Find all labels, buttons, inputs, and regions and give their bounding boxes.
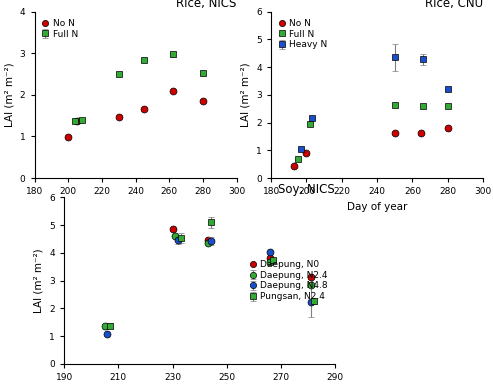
Text: Rice, NICS: Rice, NICS (176, 0, 237, 10)
No N (141, 107, 147, 112)
Line: No N: No N (65, 87, 207, 141)
Legend: No N, Full N, Heavy N: No N, Full N, Heavy N (276, 16, 330, 52)
No N (200, 99, 206, 103)
No N (116, 115, 122, 119)
Daepung, N0 (170, 227, 176, 231)
Text: Rice, CNU: Rice, CNU (425, 0, 483, 10)
Line: No N: No N (291, 125, 451, 170)
X-axis label: Day of year: Day of year (106, 202, 166, 212)
No N (170, 88, 176, 93)
X-axis label: Day of year: Day of year (347, 202, 407, 212)
Text: Soy, NICS: Soy, NICS (279, 183, 335, 196)
No N (445, 126, 451, 130)
Full N (295, 156, 301, 161)
Legend: No N, Full N: No N, Full N (39, 16, 80, 41)
Line: Full N: Full N (294, 102, 451, 162)
Y-axis label: LAI (m² m⁻²): LAI (m² m⁻²) (241, 63, 251, 127)
No N (304, 151, 310, 155)
Full N (420, 104, 426, 108)
Daepung, N0 (267, 255, 273, 260)
Daepung, N0 (205, 238, 211, 242)
Full N (307, 122, 313, 127)
No N (291, 164, 297, 169)
Daepung, N0 (308, 275, 314, 279)
Legend: Daepung, N0, Daepung, N2.4, Daepung, N4.8, Pungsan, N2.4: Daepung, N0, Daepung, N2.4, Daepung, N4.… (247, 257, 331, 304)
Full N (392, 103, 398, 108)
Y-axis label: LAI (m² m⁻²): LAI (m² m⁻²) (34, 248, 44, 313)
Line: Daepung, N0: Daepung, N0 (169, 226, 315, 281)
Y-axis label: LAI (m² m⁻²): LAI (m² m⁻²) (4, 63, 14, 127)
No N (73, 118, 79, 123)
Full N (445, 104, 451, 108)
No N (392, 130, 398, 135)
No N (65, 135, 71, 140)
No N (419, 130, 424, 135)
